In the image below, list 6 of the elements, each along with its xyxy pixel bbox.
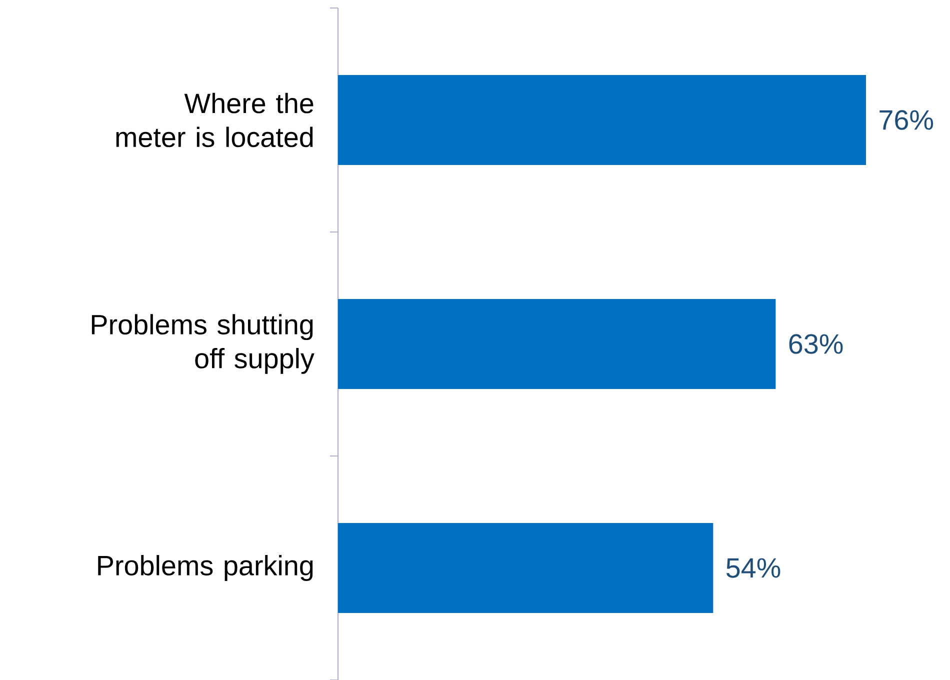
data-label: 63% — [789, 334, 843, 354]
y-tick-label: Problems parking — [98, 555, 313, 581]
y-tick-label: Where the meter is located — [116, 92, 314, 148]
y-tick-label: Problems shutting off supply — [92, 314, 314, 374]
data-label: 76% — [880, 110, 934, 130]
data-label: 54% — [726, 558, 780, 578]
